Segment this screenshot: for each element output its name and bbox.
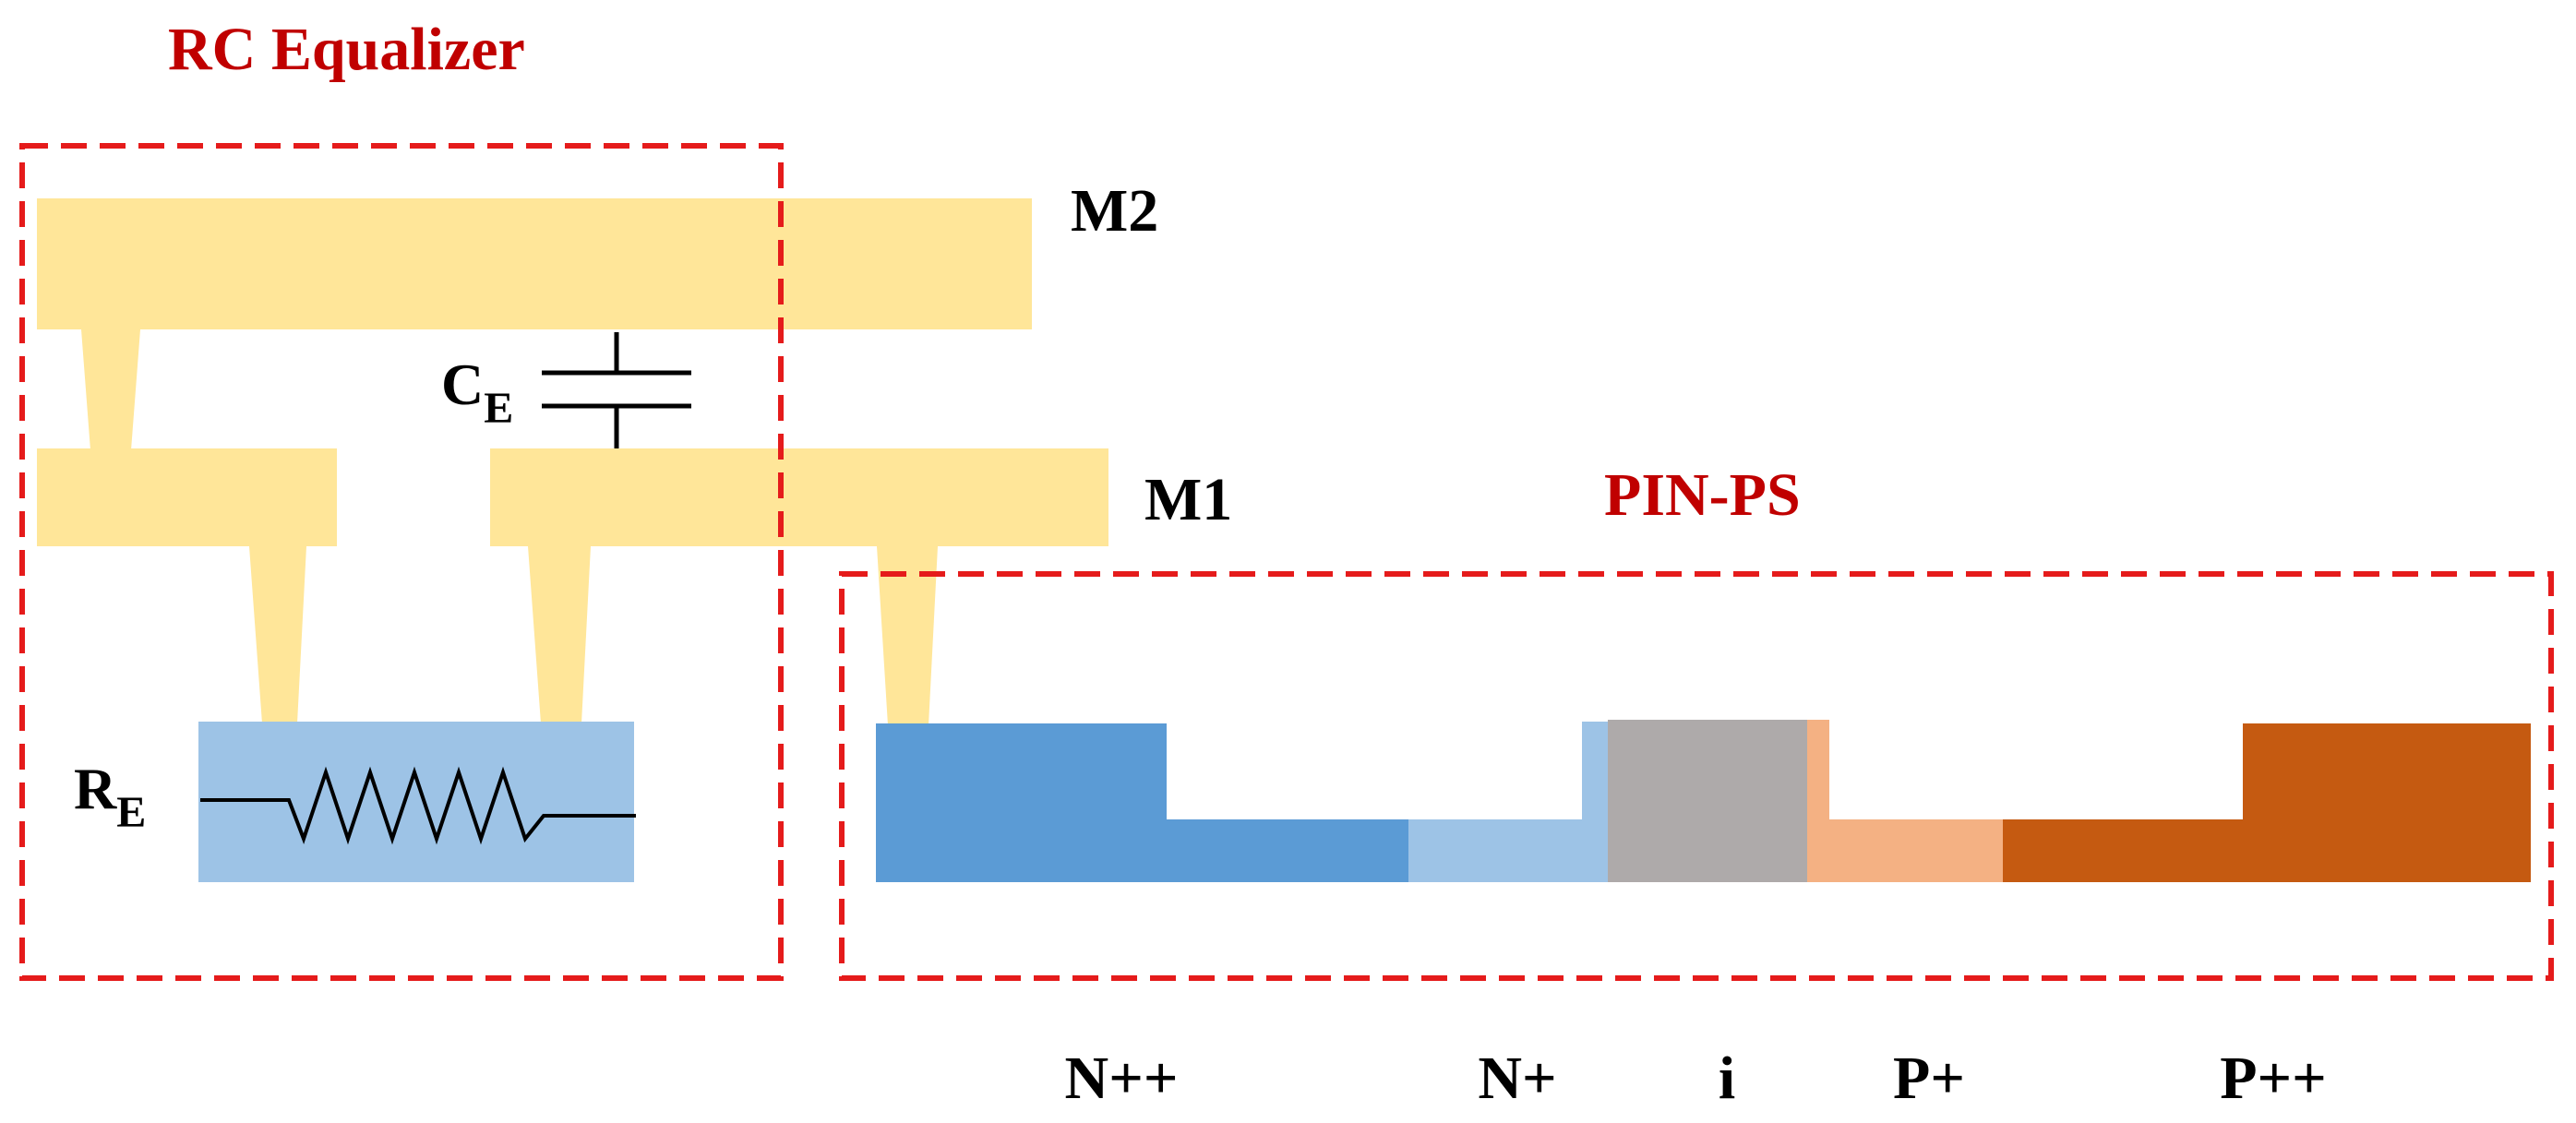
- resistor-label: RE: [74, 756, 146, 837]
- metal-layers: [37, 198, 1108, 725]
- m1-left-pad: [37, 448, 337, 546]
- region-pplusplus: [2003, 723, 2531, 882]
- region-label-intrinsic: i: [1719, 1045, 1735, 1112]
- rc-equalizer-title: RC Equalizer: [168, 16, 525, 83]
- region-label-pplus: P+: [1893, 1045, 1965, 1112]
- pin-ps-title: PIN-PS: [1604, 461, 1801, 529]
- m1-right-bar: [490, 448, 1108, 546]
- m2-label: M2: [1071, 177, 1158, 245]
- region-labels: N++ N+ i P+ P++: [1065, 1045, 2327, 1112]
- resistor-label-sub: E: [116, 788, 146, 837]
- region-nplusplus: [876, 723, 1408, 882]
- rc-equalizer-boundary: [19, 143, 784, 981]
- pin-ps-regions: [876, 720, 2531, 882]
- resistor-label-main: R: [74, 756, 117, 821]
- capacitor-label-sub: E: [484, 384, 513, 433]
- capacitor-label: CE: [441, 352, 513, 433]
- via-m1-resistor-right: [528, 546, 591, 723]
- via-m2-m1: [81, 329, 140, 450]
- capacitor-label-main: C: [441, 352, 484, 417]
- via-m1-resistor-left: [249, 546, 306, 723]
- region-intrinsic: [1608, 720, 1807, 882]
- via-m1-nplusplus: [877, 546, 938, 725]
- m1-label: M1: [1144, 466, 1232, 533]
- pin-ps-boundary: [839, 571, 2554, 981]
- region-pplus: [1807, 720, 2003, 882]
- capacitor-symbol: [542, 332, 691, 448]
- region-label-nplusplus: N++: [1065, 1045, 1179, 1112]
- m2-metal-bar: [37, 198, 1032, 329]
- region-label-pplusplus: P++: [2220, 1045, 2327, 1112]
- region-label-nplus: N+: [1478, 1045, 1556, 1112]
- region-nplus: [1408, 722, 1608, 882]
- resistor-symbol: [200, 766, 636, 845]
